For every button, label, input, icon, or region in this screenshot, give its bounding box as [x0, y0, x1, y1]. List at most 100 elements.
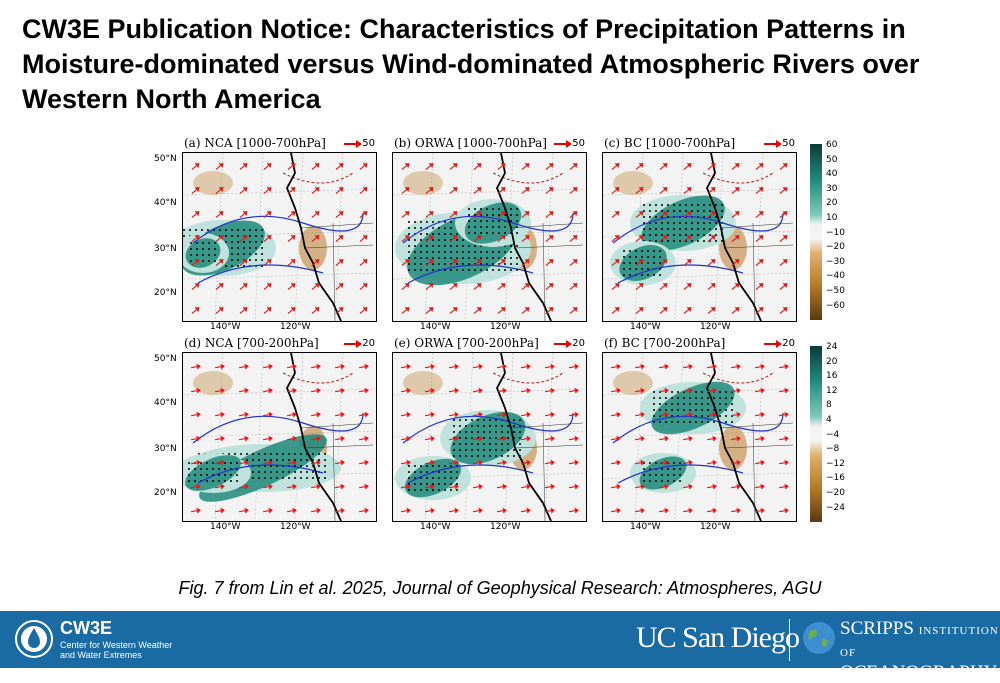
wind-arrow-icon: [764, 139, 783, 148]
wind-arrow-icon: [344, 339, 363, 348]
lat-label: 20°N: [154, 288, 177, 298]
cw3e-logo-icon: [15, 620, 53, 658]
ucsd-logo: UC San Diego: [636, 621, 800, 654]
cw3e-subtitle: Center for Western Weather and Water Ext…: [60, 640, 173, 660]
colorbar-tick: −10: [826, 227, 845, 238]
wind-scale: 20: [554, 338, 585, 349]
colorbar-tick: 60: [826, 140, 838, 150]
colorbar-tick: 16: [826, 371, 838, 382]
lat-label: 40°N: [154, 198, 177, 208]
map-canvas: [393, 153, 586, 321]
lat-label: 20°N: [154, 488, 177, 498]
wind-scale: 20: [764, 338, 795, 349]
wind-scale-value: 50: [782, 138, 795, 149]
colorbar: [810, 144, 822, 320]
map-plot: [602, 352, 797, 522]
colorbar-tick: −16: [826, 473, 845, 484]
lon-label: 120°W: [280, 522, 311, 532]
lon-label: 140°W: [420, 322, 451, 332]
lat-label: 40°N: [154, 398, 177, 408]
scripps-institution: INSTITUTION OF: [840, 625, 999, 659]
colorbar-tick: −24: [826, 502, 845, 513]
map-panel: (d) NCA [700-200hPa] 20 50°N 40°N 30°N 20°N 14…: [154, 336, 377, 532]
colorbar-tick: −12: [826, 458, 845, 469]
wind-arrow-icon: [554, 339, 573, 348]
wind-arrow-icon: [764, 339, 783, 348]
wind-scale-value: 50: [362, 138, 375, 149]
colorbar-tick: 8: [826, 400, 832, 411]
lon-label: 120°W: [700, 322, 731, 332]
map-canvas: [183, 153, 376, 321]
colorbar: [810, 346, 822, 522]
lon-label: 120°W: [700, 522, 731, 532]
colorbar-tick: −20: [826, 242, 845, 253]
scripps-line2: OCEANOGRAPHY: [840, 662, 998, 683]
map-plot: [392, 152, 587, 322]
panel-title: (c) BC [1000-700hPa]: [604, 136, 736, 150]
colorbar-tick: 4: [826, 415, 832, 425]
lon-label: 120°W: [280, 322, 311, 332]
colorbar-tick: 40: [826, 169, 838, 180]
wind-scale: 50: [554, 138, 585, 149]
scripps-line1: SCRIPPS: [840, 618, 914, 639]
map-canvas: [603, 353, 796, 521]
wind-scale-value: 20: [362, 338, 375, 349]
colorbar-tick: −30: [826, 256, 845, 267]
lon-label: 140°W: [210, 522, 241, 532]
panel-title: (b) ORWA [1000-700hPa]: [394, 136, 547, 150]
colorbar-tick: −4: [826, 429, 840, 440]
colorbar-tick: 20: [826, 198, 838, 209]
footer-banner: CW3E Center for Western Weather and Wate…: [0, 611, 1000, 682]
map-canvas: [393, 353, 586, 521]
figure: (a) NCA [1000-700hPa] 50 50°N 40°N 30°N 20°N 1…: [154, 136, 845, 538]
map-panel: (a) NCA [1000-700hPa] 50 50°N 40°N 30°N 20°N 1…: [154, 136, 377, 332]
colorbar-tick: 50: [826, 154, 838, 165]
map-canvas: [603, 153, 796, 321]
map-panel: (e) ORWA [700-200hPa] 20 140°W 120°W: [380, 336, 587, 532]
lon-label: 140°W: [210, 322, 241, 332]
lon-label: 140°W: [630, 322, 661, 332]
panel-title: (e) ORWA [700-200hPa]: [394, 336, 539, 350]
map-panel: (c) BC [1000-700hPa] 50 140°W 120°W: [590, 136, 797, 332]
colorbar-tick: −20: [826, 488, 845, 498]
colorbar-tick: 10: [826, 213, 838, 223]
lat-label: 30°N: [154, 444, 177, 454]
lon-label: 120°W: [490, 522, 521, 532]
colorbar-tick: −60: [826, 300, 845, 311]
lon-label: 140°W: [630, 522, 661, 532]
panel-title: (d) NCA [700-200hPa]: [184, 336, 319, 350]
logo-divider: [789, 619, 790, 661]
page-title: CW3E Publication Notice: Characteristics…: [22, 14, 920, 114]
map-canvas: [183, 353, 376, 521]
wind-scale-value: 20: [572, 338, 585, 349]
scripps-logo: SCRIPPS INSTITUTION OF OCEANOGRAPHY: [840, 619, 1000, 682]
lat-label: 50°N: [154, 354, 177, 364]
map-plot: [392, 352, 587, 522]
figure-caption: Fig. 7 from Lin et al. 2025, Journal of …: [178, 578, 822, 598]
map-panel: (f) BC [700-200hPa] 20 140°W 120°W: [590, 336, 797, 532]
lon-label: 140°W: [420, 522, 451, 532]
wind-arrow-icon: [344, 139, 363, 148]
colorbar-tick: 20: [826, 356, 838, 367]
lat-label: 30°N: [154, 244, 177, 254]
wind-scale: 20: [344, 338, 375, 349]
wind-arrow-icon: [554, 139, 573, 148]
map-plot: [182, 352, 377, 522]
colorbar-tick: −50: [826, 286, 845, 296]
map-plot: [182, 152, 377, 322]
wind-scale-value: 50: [572, 138, 585, 149]
wind-scale: 50: [344, 138, 375, 149]
lat-label: 50°N: [154, 154, 177, 164]
colorbar-tick: 24: [826, 342, 838, 352]
map-panel: (b) ORWA [1000-700hPa] 50 140°W 120°W: [380, 136, 587, 332]
lon-label: 120°W: [490, 322, 521, 332]
colorbar-tick: 12: [826, 385, 838, 396]
colorbar-tick: −40: [826, 271, 845, 282]
panel-title: (f) BC [700-200hPa]: [604, 336, 726, 350]
wind-scale: 50: [764, 138, 795, 149]
wind-scale-value: 20: [782, 338, 795, 349]
panel-title: (a) NCA [1000-700hPa]: [184, 136, 326, 150]
cw3e-name: CW3E: [60, 618, 113, 638]
colorbar-tick: 30: [826, 183, 838, 194]
colorbar-tick: −8: [826, 444, 840, 455]
